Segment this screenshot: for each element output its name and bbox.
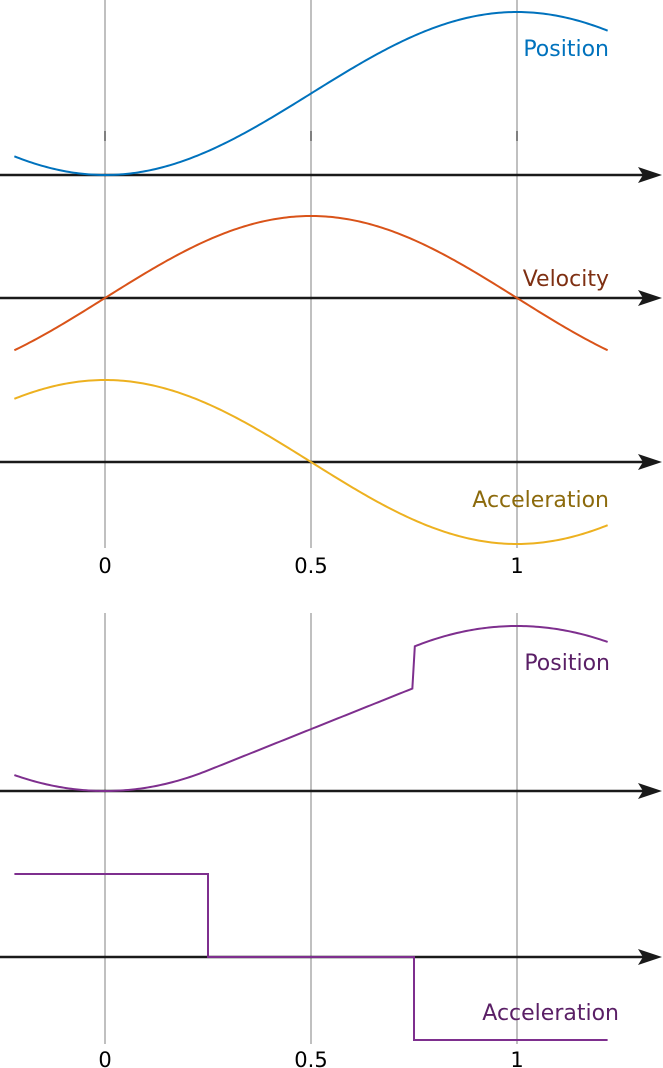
bottom-tick-label-0: 0 [98,1048,111,1068]
top-position-axis-arrowhead [638,167,662,183]
bottom-position-label: Position [524,651,610,676]
top-velocity-label: Velocity [523,267,609,292]
top-acceleration-label: Acceleration [472,488,609,513]
top-tick-label-0: 0 [98,554,111,578]
bottom-position-axis-arrowhead [638,783,662,799]
top-acceleration-axis-arrowhead [638,454,662,470]
bottom-acceleration-label: Acceleration [482,1001,619,1026]
top-velocity-axis-arrowhead [638,290,662,306]
top-velocity-curve [13,214,609,352]
top-tick-label-1: 0.5 [294,554,327,578]
bottom-acceleration-axis-arrowhead [638,949,662,965]
curves [13,10,609,1041]
labels: Position Velocity Acceleration 0 0.5 1 Positio… [98,37,619,1068]
top-position-curve [13,10,609,177]
top-acceleration-curve [13,378,609,546]
grid-lines [104,0,518,1044]
axes [0,131,662,965]
bottom-tick-label-1: 0.5 [294,1048,327,1068]
bottom-acceleration-step-curve [14,873,608,1041]
bottom-position-curve [14,624,608,793]
bottom-tick-label-2: 1 [510,1048,523,1068]
top-tick-label-2: 1 [510,554,523,578]
top-position-label: Position [523,37,609,62]
